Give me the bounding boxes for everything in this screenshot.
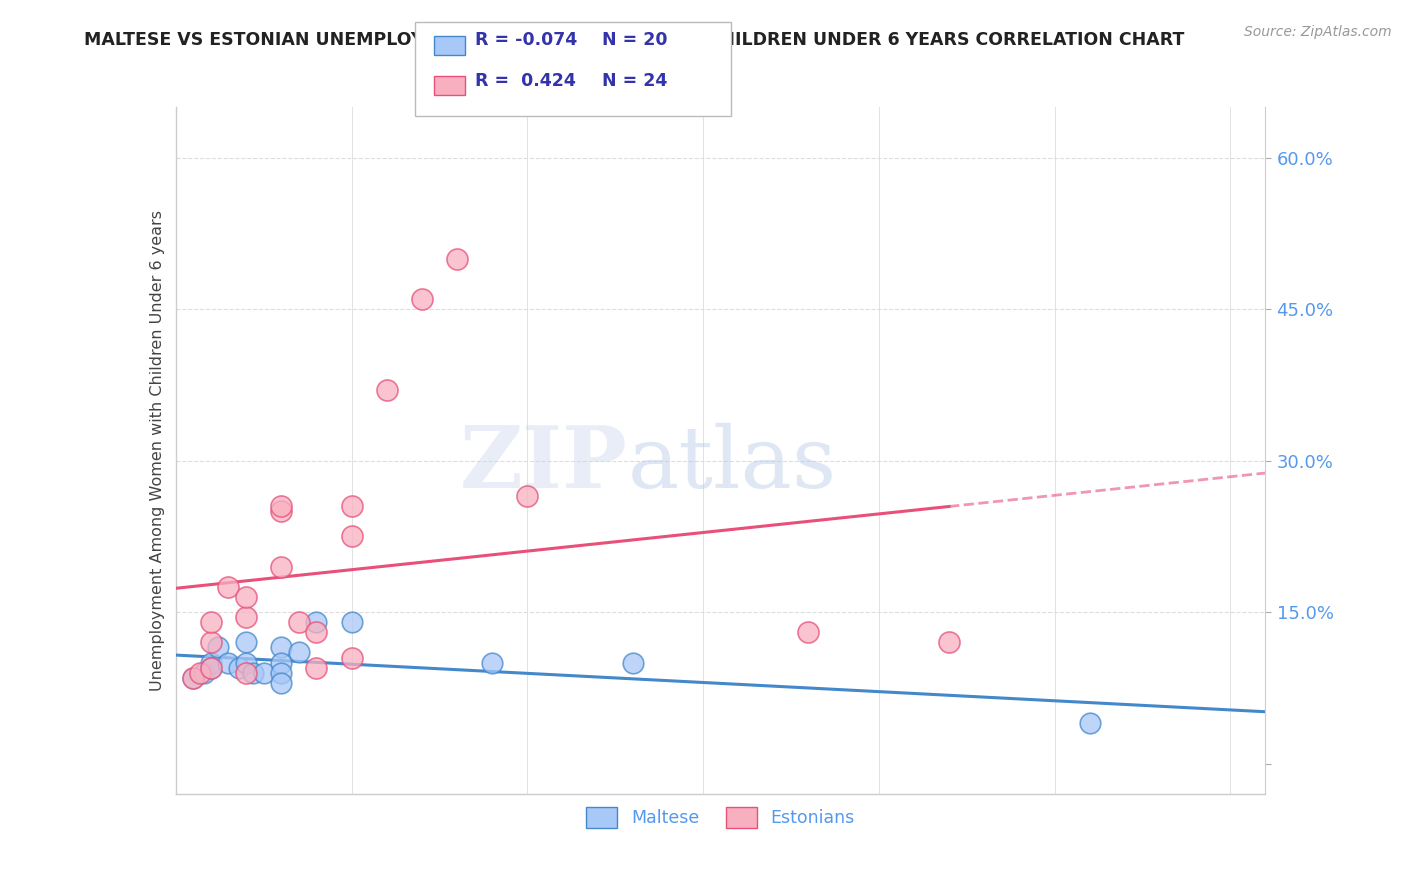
Point: [516, 489, 538, 503]
Point: [270, 504, 292, 518]
Text: R =  0.424: R = 0.424: [475, 71, 576, 89]
Point: [228, 660, 250, 674]
Point: [235, 610, 257, 624]
Point: [235, 665, 257, 680]
Point: [270, 559, 292, 574]
Point: [340, 650, 363, 665]
Point: [200, 615, 222, 630]
Point: [938, 635, 960, 649]
Point: [242, 665, 264, 680]
Point: [1078, 716, 1101, 731]
Point: [270, 675, 292, 690]
Point: [305, 660, 328, 674]
Text: N = 20: N = 20: [602, 31, 668, 49]
Point: [270, 499, 292, 513]
Point: [193, 665, 215, 680]
Point: [207, 640, 229, 655]
Legend: Maltese, Estonians: Maltese, Estonians: [578, 798, 863, 837]
Point: [305, 615, 328, 630]
Point: [235, 656, 257, 670]
Point: [446, 252, 468, 266]
Point: [235, 635, 257, 649]
Text: MALTESE VS ESTONIAN UNEMPLOYMENT AMONG WOMEN WITH CHILDREN UNDER 6 YEARS CORRELA: MALTESE VS ESTONIAN UNEMPLOYMENT AMONG W…: [84, 31, 1185, 49]
Text: atlas: atlas: [628, 423, 837, 506]
Point: [188, 665, 211, 680]
Point: [217, 656, 239, 670]
Text: Source: ZipAtlas.com: Source: ZipAtlas.com: [1244, 25, 1392, 39]
Point: [340, 529, 363, 543]
Point: [340, 499, 363, 513]
Point: [200, 656, 222, 670]
Point: [235, 590, 257, 604]
Point: [287, 645, 309, 659]
Point: [621, 656, 644, 670]
Point: [340, 615, 363, 630]
Point: [217, 580, 239, 594]
Text: N = 24: N = 24: [602, 71, 666, 89]
Point: [253, 665, 276, 680]
Point: [411, 292, 433, 306]
Point: [183, 671, 205, 685]
Point: [375, 383, 398, 397]
Point: [200, 660, 222, 674]
Point: [481, 656, 503, 670]
Point: [797, 625, 820, 640]
Y-axis label: Unemployment Among Women with Children Under 6 years: Unemployment Among Women with Children U…: [149, 210, 165, 691]
Point: [287, 615, 309, 630]
Text: ZIP: ZIP: [460, 422, 628, 506]
Point: [305, 625, 328, 640]
Point: [200, 660, 222, 674]
Point: [270, 665, 292, 680]
Point: [270, 640, 292, 655]
Point: [270, 656, 292, 670]
Point: [200, 635, 222, 649]
Text: R = -0.074: R = -0.074: [475, 31, 578, 49]
Point: [183, 671, 205, 685]
